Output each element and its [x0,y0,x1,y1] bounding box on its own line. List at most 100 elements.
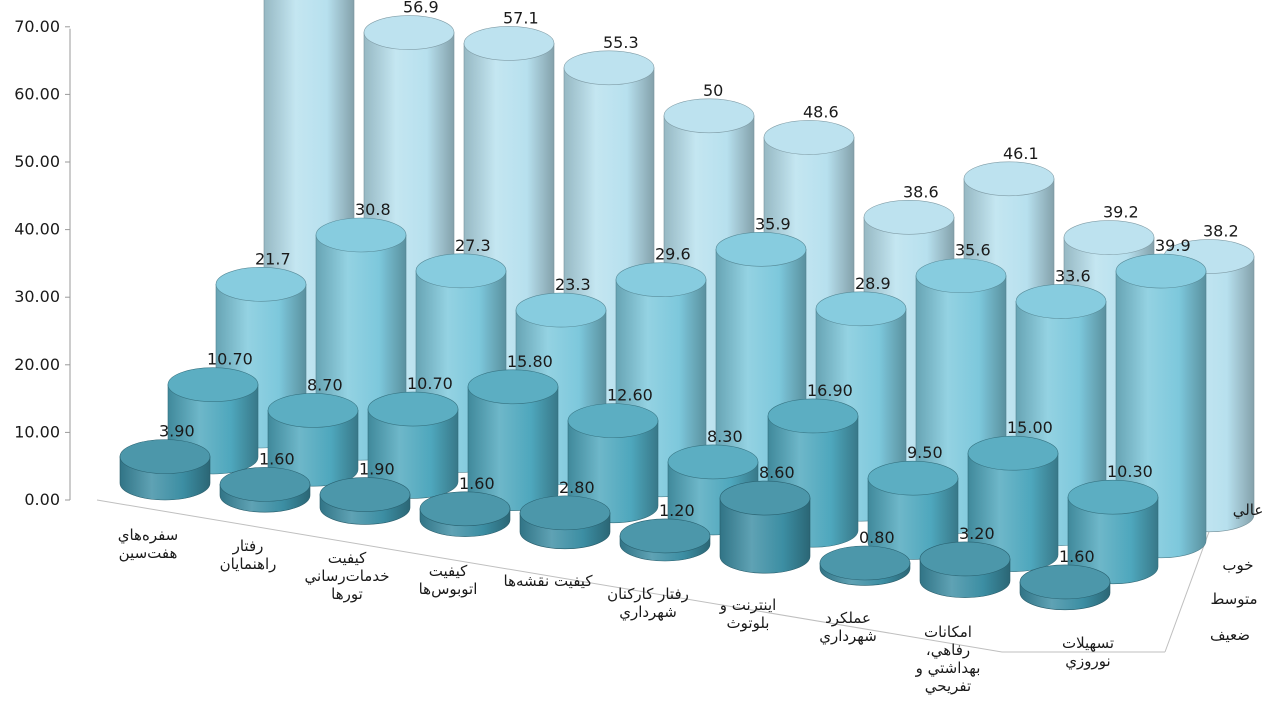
labels-layer: 3.90 1.60 1.90 1.60 2.80 1.20 8.60 0.80 3.20 1.60… [118,0,1264,696]
x-category-line: اتوبوس‌ها [419,580,478,598]
bar-1-8 [967,435,1059,572]
series-label: متوسط [1210,590,1257,608]
bar-top [615,262,707,298]
bar-1-4 [567,403,659,524]
bar-0-6 [719,480,811,574]
bar-top [363,15,455,50]
bar-0-0 [119,439,211,501]
bar-top [467,369,559,405]
y-tick-label: 60.00 [14,84,60,103]
data-label: 9.50 [907,443,943,462]
data-label: 8.60 [759,463,795,482]
x-category-label: رفتار كاركنان شهرداري [607,585,689,622]
data-label: 1.20 [659,501,695,520]
y-tick-label: 0.00 [24,490,60,509]
data-label: 8.70 [307,375,343,394]
data-label: 48.6 [803,102,839,121]
data-label: 16.90 [807,381,853,400]
data-label: 29.6 [655,245,691,264]
y-tick-label: 40.00 [14,220,60,239]
bar-0-1 [219,467,311,513]
bar-0-4 [519,495,611,550]
data-label: 10.30 [1107,462,1153,481]
x-category-label: رفتار راهنمايان [220,537,277,573]
y-tick-label: 20.00 [14,355,60,374]
bar-top [963,161,1055,197]
bar-0-5 [619,518,711,562]
data-label: 35.9 [755,214,791,233]
x-category-line: تورها [331,585,363,603]
data-label: 50 [703,81,723,100]
x-category-line: راهنمايان [220,555,277,573]
bar-top [1063,220,1155,255]
data-label: 1.60 [459,474,495,493]
bar-top [715,232,807,267]
bar-top [663,98,755,134]
data-label: 1.60 [259,449,295,468]
y-tick-label: 50.00 [14,152,60,171]
x-category-label: كيفيت نقشه‌ها [504,572,594,590]
data-label: 57.1 [503,8,539,27]
x-category-line: اينترنت و [719,596,777,614]
x-category-label: كيفيت خدمات‌رساني تورها [305,549,390,603]
bar-top [519,495,611,531]
bar-top [119,439,211,474]
bar-top [915,258,1007,294]
bar-top [667,444,759,480]
x-category-line: امكانات [924,623,972,641]
bar-top [919,541,1011,577]
bar-top [815,291,907,327]
bar-top [463,26,555,61]
x-category-line: بلوتوث [727,614,770,632]
bar-top [515,292,607,328]
bar-0-7 [819,545,911,586]
x-category-label: عملكرد شهرداري [819,609,877,646]
x-category-line: رفتار كاركنان [607,585,689,603]
data-label: 0.80 [859,528,895,547]
data-label: 3.20 [959,524,995,543]
data-label: 21.7 [255,249,291,268]
x-category-label: تسهيلات نوروزي [1062,634,1114,671]
data-label: 38.6 [903,182,939,201]
bar-top [315,217,407,253]
data-label: 1.60 [1059,547,1095,566]
x-category-label: اينترنت و بلوتوث [719,596,777,632]
x-category-line: سفره‌هاي [118,526,179,545]
x-category-label: امكانات رفاهي، بهداشتي و تفريحي [915,623,981,696]
data-label: 15.00 [1007,418,1053,437]
x-category-line: شهرداري [619,603,677,622]
bar-top [763,120,855,155]
data-label: 23.3 [555,275,591,294]
x-category-line: كيفيت [328,549,367,567]
x-category-label: كيفيت اتوبوس‌ها [419,562,478,598]
x-category-line: بهداشتي و [915,659,981,678]
bar-top [219,467,311,502]
bar-0-9 [1019,564,1111,611]
data-label: 1.90 [359,460,395,479]
x-category-line: كيفيت نقشه‌ها [504,572,594,590]
floor-front-edge [96,499,1165,653]
data-label: 2.80 [559,478,595,497]
data-label: 33.6 [1055,266,1091,285]
x-category-line: هفت‌سين [119,544,178,562]
series-label: عالي [1233,501,1264,520]
data-label: 35.6 [955,241,991,260]
bar-body [719,497,811,574]
bar-top [863,199,955,235]
y-tick-label: 10.00 [14,422,60,441]
bar-top [215,267,307,302]
bar-top [167,367,259,402]
data-label: 55.3 [603,33,639,52]
x-category-line: نوروزي [1065,652,1110,671]
bar-top [819,545,911,581]
bar-1-3 [467,369,559,511]
bar-0-2 [319,477,411,525]
bar-0-8 [919,541,1011,598]
bar-0-3 [419,491,511,537]
x-category-line: رفاهي، [926,641,970,660]
x-category-line: عملكرد [825,609,871,627]
data-label: 30.8 [355,200,391,219]
series-label: ضعيف [1210,626,1250,644]
